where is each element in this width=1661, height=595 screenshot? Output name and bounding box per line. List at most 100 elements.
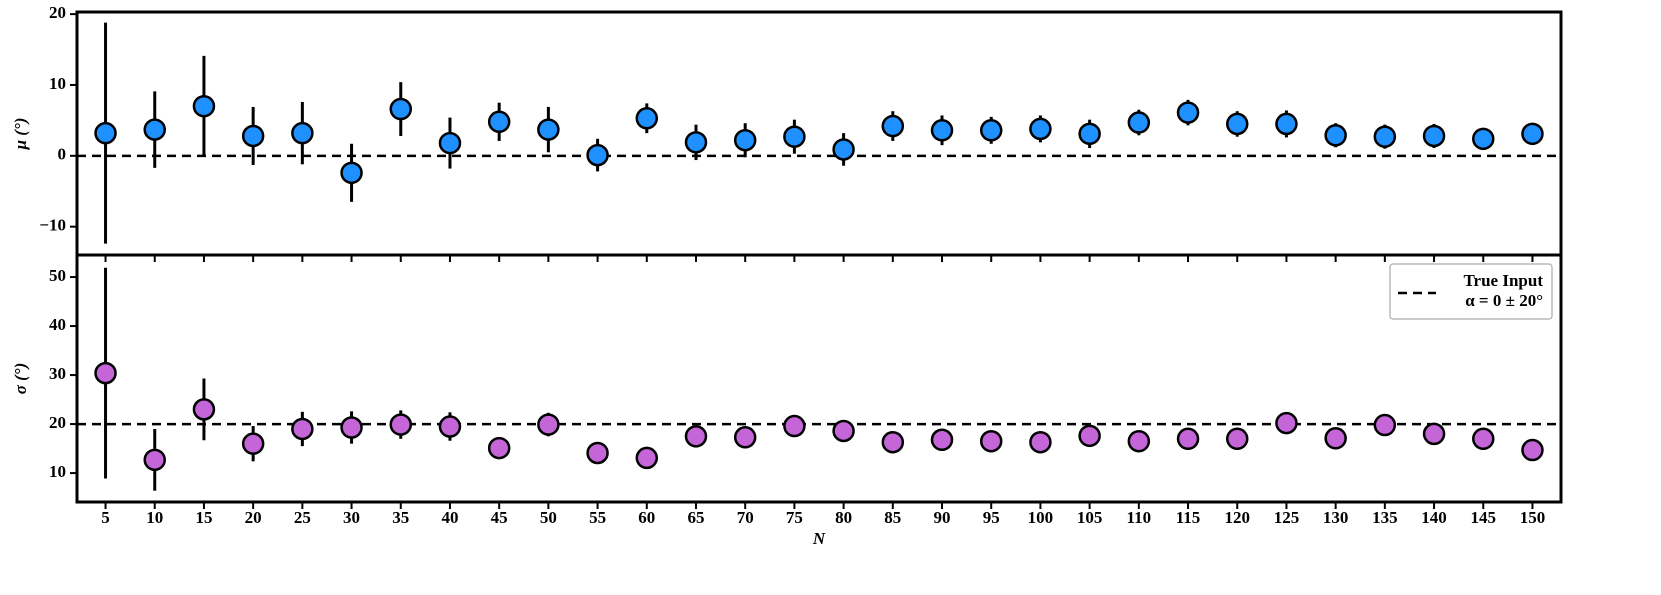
x-tick-label: 45	[491, 508, 508, 527]
data-point	[684, 425, 708, 448]
data-point	[1029, 430, 1052, 454]
data-point	[1422, 422, 1446, 446]
data-point	[241, 432, 265, 455]
x-tick-label: 75	[786, 508, 803, 527]
data-point	[586, 143, 609, 167]
x-tick-label: 40	[441, 508, 458, 527]
data-point	[94, 121, 117, 145]
data-point	[340, 161, 363, 185]
x-tick-label: 125	[1274, 508, 1300, 527]
y-tick-label: 30	[49, 364, 66, 383]
data-point	[389, 413, 413, 436]
data-point	[1324, 427, 1347, 450]
data-point	[1275, 112, 1298, 136]
x-tick-label: 135	[1372, 508, 1398, 527]
y-tick-label: 10	[49, 462, 66, 481]
x-tick-label: 80	[835, 508, 852, 527]
x-tick-label: 95	[983, 508, 1000, 527]
y-tick-label: 0	[58, 145, 67, 164]
data-point	[1521, 438, 1544, 462]
data-point	[1078, 424, 1101, 448]
x-tick-label: 20	[245, 508, 262, 527]
y-axis-label: μ (°)	[11, 118, 30, 151]
data-point	[143, 448, 166, 472]
y-axis-label: σ (°)	[11, 363, 30, 395]
data-point	[291, 417, 314, 441]
x-tick-label: 65	[687, 508, 704, 527]
x-tick-label: 150	[1520, 508, 1546, 527]
data-point	[340, 416, 363, 439]
legend-label: α = 0 ± 20°	[1465, 291, 1543, 310]
data-point	[1078, 122, 1101, 146]
y-tick-label: 50	[49, 266, 66, 285]
data-point	[487, 110, 511, 134]
data-point	[94, 361, 117, 385]
data-point	[979, 119, 1003, 142]
x-tick-label: 110	[1127, 508, 1152, 527]
data-point	[881, 114, 905, 138]
data-point	[537, 118, 560, 141]
data-point	[832, 419, 855, 443]
data-point	[1472, 127, 1495, 151]
x-tick-label: 30	[343, 508, 360, 527]
x-tick-label: 140	[1421, 508, 1447, 527]
x-tick-label: 100	[1028, 508, 1054, 527]
data-point	[1472, 427, 1495, 451]
data-point	[537, 413, 560, 436]
data-point	[192, 398, 216, 421]
data-point	[192, 94, 216, 118]
data-point	[1324, 124, 1347, 147]
data-point	[979, 429, 1003, 453]
x-tick-label: 145	[1471, 508, 1497, 527]
data-point	[1373, 413, 1397, 437]
x-tick-label: 5	[101, 508, 110, 527]
data-point	[1373, 125, 1397, 148]
data-point	[438, 415, 462, 438]
x-tick-label: 120	[1224, 508, 1250, 527]
data-point	[1225, 112, 1249, 136]
data-point	[1176, 427, 1200, 451]
data-point	[635, 107, 659, 130]
data-point	[1127, 111, 1151, 134]
data-point	[733, 426, 757, 449]
x-tick-label: 25	[294, 508, 311, 527]
data-point	[635, 446, 659, 470]
data-point	[389, 97, 413, 121]
plot-frame	[75, 253, 1563, 504]
legend-label: True Input	[1463, 271, 1543, 290]
data-point	[783, 125, 806, 148]
y-tick-label: 40	[49, 315, 66, 334]
data-point	[143, 118, 166, 141]
x-tick-label: 105	[1077, 508, 1103, 527]
data-point	[586, 441, 609, 465]
data-point	[1275, 411, 1298, 435]
data-point	[930, 428, 954, 452]
x-tick-label: 85	[884, 508, 901, 527]
y-tick-label: −10	[39, 216, 66, 235]
data-point	[684, 131, 708, 154]
legend-box	[1389, 263, 1553, 320]
x-tick-label: 35	[392, 508, 409, 527]
x-tick-label: 55	[589, 508, 606, 527]
y-tick-label: 20	[49, 3, 66, 22]
x-tick-label: 115	[1176, 508, 1201, 527]
data-point	[881, 430, 905, 454]
data-point	[291, 121, 314, 145]
data-point	[1176, 101, 1200, 124]
x-tick-label: 15	[195, 508, 212, 527]
x-tick-label: 10	[146, 508, 163, 527]
data-point	[1422, 124, 1446, 148]
data-point	[241, 124, 265, 148]
x-tick-label: 70	[737, 508, 754, 527]
y-tick-label: 10	[49, 74, 66, 93]
data-point	[1521, 122, 1544, 146]
data-point	[1029, 117, 1052, 141]
x-tick-label: 60	[638, 508, 655, 527]
data-point	[733, 128, 757, 152]
y-tick-label: 20	[49, 413, 66, 432]
data-point	[783, 414, 806, 438]
data-point	[1225, 427, 1249, 451]
data-point	[930, 119, 954, 142]
data-point	[832, 138, 855, 161]
